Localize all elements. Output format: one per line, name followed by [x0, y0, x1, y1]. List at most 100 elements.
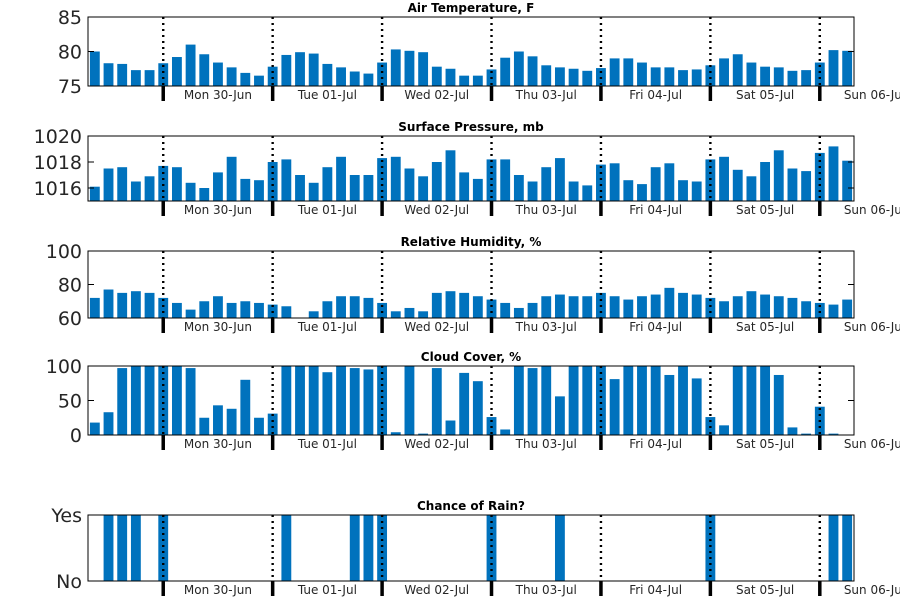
bar [664, 374, 675, 435]
bar [144, 176, 155, 201]
bar [459, 172, 470, 201]
bar [363, 297, 374, 318]
bar [459, 292, 470, 319]
y-tick-label: 100 [46, 241, 82, 263]
bar [541, 366, 552, 435]
y-tick-label: 50 [58, 391, 82, 413]
bar [609, 379, 620, 435]
bar [130, 291, 141, 318]
bar [144, 292, 155, 319]
bar [117, 167, 128, 201]
bar [117, 63, 128, 86]
day-label: Tue 01-Jul [297, 437, 357, 451]
bar [117, 515, 128, 581]
day-label: Mon 30-Jun [184, 88, 252, 102]
day-label: Sat 05-Jul [736, 203, 794, 217]
bar [568, 366, 579, 435]
bar [144, 366, 155, 435]
bar [445, 150, 456, 201]
bar [240, 178, 251, 201]
bar [254, 417, 264, 435]
bar [650, 167, 661, 201]
bar [431, 162, 442, 201]
bar [513, 51, 524, 86]
bar [254, 302, 264, 318]
day-label: Thu 03-Jul [515, 88, 577, 102]
bar [513, 175, 524, 201]
bar [199, 417, 210, 435]
bar [650, 294, 661, 318]
bar [404, 50, 415, 86]
bar [363, 175, 374, 201]
bar [719, 425, 729, 435]
bar [746, 176, 757, 201]
bar [103, 289, 114, 318]
bar [185, 44, 196, 86]
bar [308, 53, 319, 86]
bar [89, 51, 100, 86]
day-label: Mon 30-Jun [184, 583, 252, 597]
bar [130, 366, 141, 435]
bar [500, 429, 511, 435]
bar [582, 366, 593, 435]
bar [377, 62, 388, 86]
y-tick-label: 1016 [34, 178, 82, 200]
bar [418, 433, 429, 435]
bar [349, 71, 360, 86]
y-tick-label: 100 [46, 356, 82, 378]
bar [527, 302, 538, 318]
bar [705, 65, 716, 86]
day-label: Tue 01-Jul [297, 320, 357, 334]
bar [637, 184, 647, 201]
day-label: Tue 01-Jul [297, 88, 357, 102]
bar [554, 515, 565, 581]
bar [390, 156, 401, 201]
y-tick-label: 85 [58, 7, 82, 29]
bar [363, 515, 374, 581]
bar [254, 180, 264, 201]
bar [322, 372, 333, 435]
bar [500, 57, 511, 86]
bar [308, 366, 319, 435]
bar [554, 396, 565, 435]
bar [828, 433, 839, 435]
day-label: Thu 03-Jul [515, 437, 577, 451]
bar [746, 62, 757, 86]
bar [472, 296, 483, 318]
bar [691, 69, 702, 86]
bar [842, 50, 853, 86]
bar [732, 296, 743, 318]
panel-title: Surface Pressure, mb [398, 120, 544, 134]
bar [486, 159, 497, 201]
bar [103, 168, 114, 201]
bar [349, 175, 360, 201]
bar [472, 75, 483, 86]
bar [185, 368, 196, 435]
y-tick-label: No [56, 571, 82, 593]
bar [801, 301, 812, 318]
bar [513, 307, 524, 318]
bar [213, 296, 223, 318]
bar [226, 408, 237, 435]
bar [377, 366, 388, 435]
bar [89, 186, 100, 201]
bar [431, 292, 442, 319]
bar [554, 158, 565, 201]
y-tick-label: 75 [58, 76, 82, 98]
day-label: Thu 03-Jul [515, 583, 577, 597]
bar [418, 311, 429, 318]
bar [609, 58, 620, 86]
bar [226, 67, 237, 86]
panel-title: Relative Humidity, % [401, 235, 542, 249]
bar [541, 65, 552, 86]
bar [596, 164, 606, 201]
bar [609, 296, 620, 318]
day-label: Mon 30-Jun [184, 437, 252, 451]
day-label: Tue 01-Jul [297, 203, 357, 217]
day-label: Fri 04-Jul [629, 320, 682, 334]
bar [117, 368, 128, 435]
bar [773, 150, 784, 201]
y-tick-label: 60 [58, 308, 82, 330]
bar [787, 297, 798, 318]
bar [472, 381, 483, 435]
